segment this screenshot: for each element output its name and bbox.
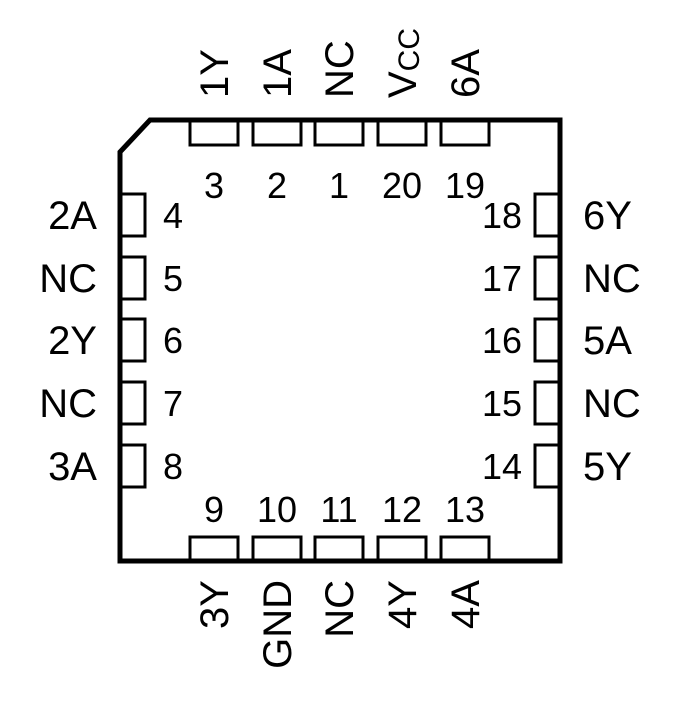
pin-pad-bottom-9 — [188, 535, 240, 563]
pin-label-2: 1A — [256, 49, 300, 98]
pin-pad-bottom-13 — [439, 535, 491, 563]
pin-pad-left-8 — [119, 443, 147, 489]
pin-label-11: NC — [318, 580, 362, 638]
pin-label-12: 4Y — [381, 580, 425, 629]
pin-pad-left-6 — [119, 317, 147, 363]
pin-number-6: 6 — [163, 320, 183, 361]
pin-label-19: 6A — [444, 49, 488, 98]
pin-number-8: 8 — [163, 446, 183, 487]
pin-number-20: 20 — [382, 165, 422, 206]
pin-label-8: 3A — [48, 445, 97, 489]
pin-label-9: 3Y — [193, 580, 237, 629]
pin-number-17: 17 — [482, 258, 522, 299]
pin-pad-right-17 — [533, 255, 561, 301]
pin-number-10: 10 — [257, 489, 297, 530]
pin-number-9: 9 — [204, 489, 224, 530]
pin-label-13: 4A — [444, 580, 488, 629]
pin-number-15: 15 — [482, 383, 522, 424]
pin-pad-top-1 — [313, 119, 365, 147]
pin-number-2: 2 — [267, 165, 287, 206]
pin-pad-bottom-11 — [313, 535, 365, 563]
pin-number-5: 5 — [163, 258, 183, 299]
pin-pad-right-14 — [533, 443, 561, 489]
pin-number-12: 12 — [382, 489, 422, 530]
pin-number-16: 16 — [482, 320, 522, 361]
pin-pad-left-7 — [119, 380, 147, 426]
pin-number-18: 18 — [482, 195, 522, 236]
pin-label-17: NC — [583, 257, 641, 301]
pin-pad-right-16 — [533, 317, 561, 363]
pin-pad-left-4 — [119, 192, 147, 238]
pin-label-16: 5A — [583, 319, 632, 363]
pin-label-3: 1Y — [193, 49, 237, 98]
pin-pad-left-5 — [119, 255, 147, 301]
pin-number-19: 19 — [445, 165, 485, 206]
pin-label-7: NC — [39, 382, 97, 426]
pin-number-1: 1 — [329, 165, 349, 206]
pin-label-4: 2A — [48, 194, 97, 238]
pin-pad-right-18 — [533, 192, 561, 238]
pin-pad-top-20 — [376, 119, 428, 147]
pin-label-1: NC — [318, 40, 362, 98]
pin-number-14: 14 — [482, 446, 522, 487]
pin-pad-right-15 — [533, 380, 561, 426]
pin-label-5: NC — [39, 257, 97, 301]
pin-number-3: 3 — [204, 165, 224, 206]
pin-label-14: 5Y — [583, 445, 632, 489]
pin-label-6: 2Y — [48, 319, 97, 363]
pins-layer: 3 1Y 2 1A 1 NC 20 VCC 19 6A 9 3Y 10 GND 11 NC 12 4Y 13 4A 4 2… — [39, 28, 641, 669]
pin-pad-top-2 — [251, 119, 303, 147]
pin-pad-top-3 — [188, 119, 240, 147]
pin-label-subscript-20: CC — [393, 28, 426, 71]
pin-number-11: 11 — [320, 489, 357, 530]
pin-label-18: 6Y — [583, 194, 632, 238]
pin-label-15: NC — [583, 382, 641, 426]
pin-number-4: 4 — [163, 195, 183, 236]
pin-pad-bottom-12 — [376, 535, 428, 563]
pin-label-20: VCC — [381, 28, 426, 98]
pin-pad-top-19 — [439, 119, 491, 147]
pin-number-7: 7 — [163, 383, 183, 424]
pin-number-13: 13 — [445, 489, 485, 530]
pin-pad-bottom-10 — [251, 535, 303, 563]
pin-label-10: GND — [256, 580, 300, 669]
